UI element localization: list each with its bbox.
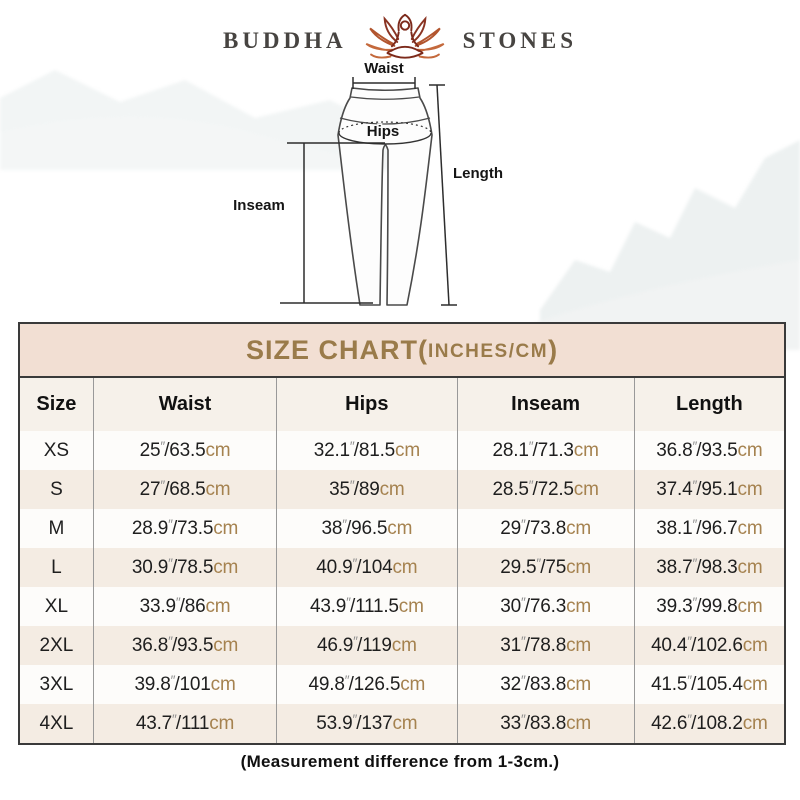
- length-label: Length: [453, 165, 503, 182]
- hips-value-cell: 49.8″/126.5cm: [276, 665, 457, 704]
- column-header-size: Size: [20, 378, 94, 431]
- length-value-cell: 39.3″/99.8cm: [633, 587, 784, 626]
- length-value-cell: 38.7″/98.3cm: [633, 548, 784, 587]
- hips-value-cell: 53.9″/137cm: [276, 704, 457, 743]
- waist-value-cell: 33.9″/86cm: [92, 587, 277, 626]
- size-cell: S: [50, 478, 63, 500]
- table-row: S 27″/68.5cm 35″/89cm 28.5″/72.5cm 37.4″/95.…: [20, 470, 784, 509]
- hips-value-cell: 46.9″/119cm: [276, 626, 457, 665]
- size-cell: 4XL: [39, 712, 74, 734]
- inseam-value-cell: 33″/83.8cm: [456, 704, 635, 743]
- waist-value-cell: 39.8″/101cm: [92, 665, 277, 704]
- inseam-value-cell: 28.1″/71.3cm: [456, 431, 635, 470]
- table-row: L 30.9″/78.5cm 40.9″/104cm 29.5″/75cm 38.7″/…: [20, 548, 784, 587]
- length-value-cell: 36.8″/93.5cm: [633, 431, 784, 470]
- hips-value-cell: 32.1″/81.5cm: [276, 431, 457, 470]
- size-cell: XL: [44, 595, 69, 617]
- waist-label: Waist: [364, 60, 403, 77]
- size-cell: XS: [43, 439, 70, 461]
- hip-seam: [339, 117, 431, 125]
- length-value-cell: 38.1″/96.7cm: [633, 509, 784, 548]
- waist-value-cell: 27″/68.5cm: [92, 470, 277, 509]
- inseam-value-cell: 29.5″/75cm: [456, 548, 635, 587]
- waist-measure-line: [352, 77, 416, 89]
- length-value-cell: 37.4″/95.1cm: [633, 470, 784, 509]
- waistband-seam: [350, 96, 420, 100]
- size-cell: M: [48, 517, 65, 539]
- brand-word-right: STONES: [462, 28, 578, 53]
- length-value-cell: 41.5″/105.4cm: [633, 665, 784, 704]
- caption-close-paren: ): [548, 334, 559, 365]
- table-row: 3XL 39.8″/101cm 49.8″/126.5cm 32″/83.8cm 41.…: [20, 665, 784, 704]
- table-row: M 28.9″/73.5cm 38″/96.5cm 29″/73.8cm 38.1″/9…: [20, 509, 784, 548]
- inseam-value-cell: 29″/73.8cm: [456, 509, 635, 548]
- meditating-figure: [386, 13, 424, 59]
- table-row: 4XL 43.7″/111cm 53.9″/137cm 33″/83.8cm 42.6″…: [20, 704, 784, 743]
- column-header-inseam: Inseam: [456, 378, 635, 431]
- size-cell: 2XL: [39, 634, 74, 656]
- size-cell: L: [51, 556, 62, 578]
- length-value-cell: 42.6″/108.2cm: [633, 704, 784, 743]
- table-row: XL 33.9″/86cm 43.9″/111.5cm 30″/76.3cm 39.3″…: [20, 587, 784, 626]
- column-header-length: Length: [633, 378, 784, 431]
- caption-units: INCHES/CM: [427, 341, 549, 362]
- hips-ellipse-bottom: [338, 132, 432, 145]
- length-value-cell: 40.4″/102.6cm: [633, 626, 784, 665]
- inseam-measure-line: [280, 142, 385, 304]
- inseam-value-cell: 31″/78.8cm: [456, 626, 635, 665]
- measurement-footnote: (Measurement difference from 1-3cm.): [240, 752, 560, 771]
- size-cell: 3XL: [39, 673, 74, 695]
- waist-value-cell: 28.9″/73.5cm: [92, 509, 277, 548]
- size-rows: XS 25″/63.5cm 32.1″/81.5cm 28.1″/71.3cm 36.8…: [20, 431, 784, 743]
- waist-value-cell: 36.8″/93.5cm: [92, 626, 277, 665]
- table-row: 2XL 36.8″/93.5cm 46.9″/119cm 31″/78.8cm 40.4…: [20, 626, 784, 665]
- waist-value-cell: 30.9″/78.5cm: [92, 548, 277, 587]
- column-header-waist: Waist: [92, 378, 277, 431]
- caption-title: SIZE CHART(: [245, 334, 428, 365]
- inseam-value-cell: 28.5″/72.5cm: [456, 470, 635, 509]
- size-chart-table: SIZE CHART( INCHES/CM ) Size Waist Hips …: [18, 322, 786, 745]
- brand-word-left: BUDDHA: [222, 28, 347, 53]
- hips-value-cell: 35″/89cm: [276, 470, 457, 509]
- waist-value-cell: 43.7″/111cm: [92, 704, 277, 743]
- lotus-icon: [365, 13, 445, 59]
- hips-ellipse-dotted: [338, 121, 432, 134]
- hips-value-cell: 40.9″/104cm: [276, 548, 457, 587]
- hips-value-cell: 38″/96.5cm: [276, 509, 457, 548]
- header-row: Size Waist Hips Inseam Length: [20, 378, 784, 431]
- inseam-value-cell: 32″/83.8cm: [456, 665, 635, 704]
- table-row: XS 25″/63.5cm 32.1″/81.5cm 28.1″/71.3cm 36.8…: [20, 431, 784, 470]
- inseam-value-cell: 30″/76.3cm: [456, 587, 635, 626]
- brand-header: BUDDHA STONES: [0, 10, 800, 72]
- measurement-diagram: Waist Hips Inseam Length: [225, 55, 565, 325]
- waist-value-cell: 25″/63.5cm: [92, 431, 277, 470]
- length-measure-line: [429, 84, 457, 306]
- size-chart-caption: SIZE CHART( INCHES/CM ): [20, 324, 784, 378]
- hips-value-cell: 43.9″/111.5cm: [276, 587, 457, 626]
- inseam-label: Inseam: [233, 197, 285, 214]
- column-header-hips: Hips: [276, 378, 457, 431]
- hips-label: Hips: [367, 123, 400, 140]
